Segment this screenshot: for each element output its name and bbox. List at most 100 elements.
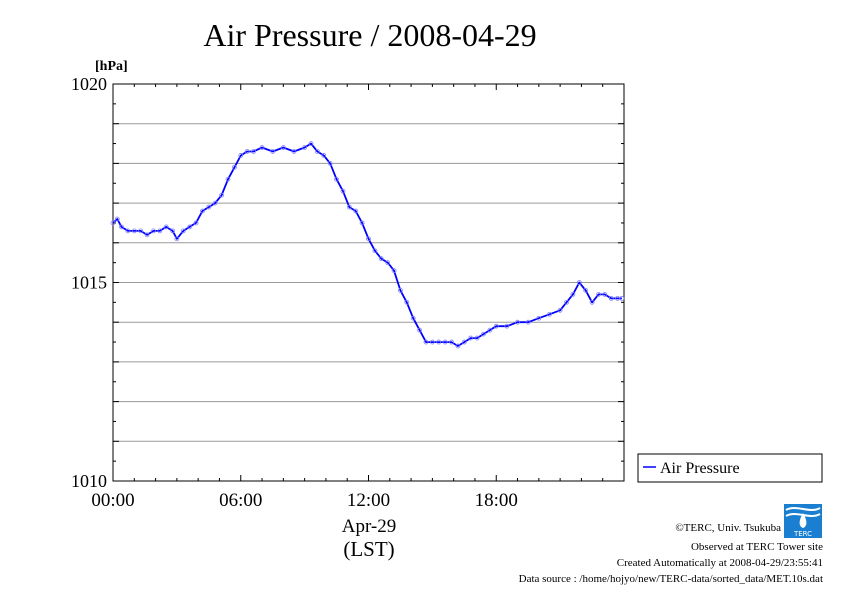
data-point: [372, 248, 378, 254]
data-point: [404, 299, 410, 305]
data-point: [366, 236, 371, 242]
footer-created: Created Automatically at 2008-04-29/23:5…: [617, 557, 823, 569]
data-point: [114, 216, 120, 222]
footer-site: Observed at TERC Tower site: [691, 541, 823, 553]
data-point: [346, 204, 352, 210]
data-point: [163, 224, 169, 230]
data-point: [596, 292, 601, 297]
y-tick-labels: 1010 1015 1020: [71, 74, 107, 491]
data-point: [583, 288, 589, 293]
data-point: [442, 339, 448, 345]
data-point: [602, 292, 608, 297]
data-point: [378, 256, 384, 262]
y-tick-label: 1020: [71, 74, 107, 94]
data-point: [461, 339, 467, 345]
data-point: [327, 160, 333, 166]
data-point: [291, 149, 297, 154]
terc-logo: TERC: [784, 504, 822, 538]
data-point: [468, 335, 474, 341]
data-point: [504, 323, 510, 329]
data-point: [251, 149, 256, 154]
data-point: [225, 176, 231, 182]
data-point: [110, 220, 116, 226]
data-point: [547, 311, 552, 317]
x-tick-labels: 00:00 06:00 12:00 18:00: [91, 490, 518, 511]
data-point: [314, 149, 320, 154]
data-point: [436, 339, 442, 345]
series-air-pressure: [110, 141, 625, 349]
data-point: [564, 299, 569, 305]
data-point: [359, 220, 365, 226]
data-point: [398, 288, 403, 293]
data-point: [557, 307, 563, 313]
x-axis-label: Apr-29: [342, 516, 397, 537]
data-point: [391, 268, 397, 273]
data-point: [187, 224, 193, 230]
data-point: [474, 335, 480, 341]
data-point: [423, 339, 429, 345]
data-point: [180, 228, 186, 234]
data-point: [125, 228, 131, 234]
y-axis-unit: [hPa]: [95, 59, 128, 74]
logo-text: TERC: [793, 530, 812, 538]
data-point: [589, 299, 595, 305]
data-point: [174, 236, 180, 242]
data-point: [206, 204, 212, 210]
data-point: [259, 145, 265, 150]
data-point: [321, 153, 327, 158]
data-point: [308, 141, 314, 146]
x-axis-sublabel: (LST): [343, 537, 394, 561]
data-point: [608, 295, 614, 301]
data-point: [302, 145, 308, 150]
data-point: [270, 149, 276, 154]
data-point: [619, 295, 625, 301]
data-point: [119, 224, 124, 230]
data-point: [536, 315, 542, 321]
legend: Air Pressure: [637, 453, 823, 483]
data-point: [238, 153, 244, 158]
data-point: [144, 232, 150, 238]
data-point: [487, 327, 493, 333]
x-tick-label: 18:00: [475, 490, 518, 511]
data-point: [138, 228, 144, 234]
x-tick-label: 06:00: [219, 490, 262, 511]
data-point: [131, 228, 137, 234]
data-point: [481, 331, 486, 337]
data-point: [353, 208, 359, 214]
data-point: [200, 208, 205, 214]
data-point: [576, 280, 582, 285]
legend-label: Air Pressure: [660, 460, 740, 477]
y-tick-label: 1010: [71, 471, 107, 491]
data-point: [410, 315, 416, 321]
data-point: [231, 164, 237, 170]
data-point: [157, 228, 163, 234]
data-point: [212, 200, 218, 206]
axis-ticks: [112, 83, 625, 482]
data-point: [385, 260, 391, 266]
data-point: [334, 176, 339, 182]
data-point: [570, 292, 576, 297]
data-point: [193, 220, 199, 226]
footer-credit: ©TERC, Univ. Tsukuba: [675, 522, 781, 534]
data-point: [219, 192, 224, 198]
data-point: [493, 323, 499, 329]
data-point: [170, 228, 176, 234]
data-point: [455, 343, 461, 349]
data-point: [244, 149, 250, 154]
x-tick-label: 00:00: [91, 490, 134, 511]
data-point: [417, 327, 423, 333]
series-line: [112, 142, 622, 347]
chart-title: Air Pressure / 2008-04-29: [203, 17, 536, 53]
data-point: [151, 228, 156, 234]
data-point: [429, 339, 435, 345]
data-point: [280, 145, 286, 150]
data-point: [449, 339, 454, 345]
y-tick-label: 1015: [71, 273, 107, 293]
data-point: [515, 319, 520, 325]
x-tick-label: 12:00: [347, 490, 390, 511]
footer-source: Data source : /home/hojyo/new/TERC-data/…: [519, 573, 823, 585]
legend-box: [637, 453, 823, 483]
data-point: [525, 319, 531, 325]
grid-lines: [113, 123, 624, 442]
